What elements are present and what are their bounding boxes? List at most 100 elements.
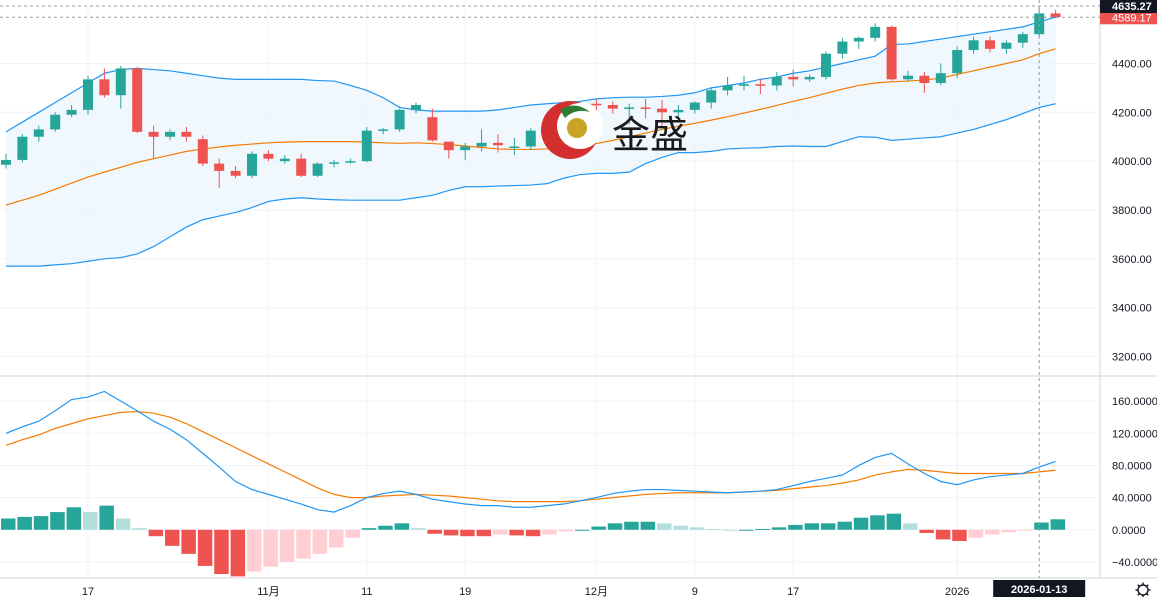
candle-body	[378, 129, 389, 131]
time-tick-label: 11	[361, 586, 372, 597]
time-tick-label: 2026	[945, 586, 969, 597]
candle-body	[919, 75, 930, 84]
macd-histogram-bar	[1, 518, 16, 530]
candle	[640, 98, 651, 119]
candle-body	[607, 104, 618, 109]
macd-histogram-bar	[575, 529, 590, 531]
price-tick-label: 4200.00	[1112, 107, 1152, 119]
candle-body	[640, 107, 651, 109]
candle	[771, 72, 782, 91]
candle	[17, 134, 28, 163]
candle	[509, 137, 520, 156]
candle	[230, 166, 241, 179]
candle	[739, 75, 749, 91]
macd-histogram-bar	[247, 529, 262, 572]
candle	[99, 68, 110, 98]
candle	[525, 128, 536, 151]
macd-histogram-bar	[903, 523, 918, 530]
candle-body	[296, 158, 307, 176]
macd-histogram-bar	[312, 529, 328, 554]
candle-body	[591, 103, 602, 106]
candle-body	[148, 131, 159, 137]
candle	[115, 65, 126, 109]
macd-histogram-bar	[132, 528, 147, 530]
candle-body	[952, 50, 963, 74]
logo-text: 金盛	[612, 113, 688, 157]
candle-body	[247, 153, 257, 176]
macd-histogram-bar	[345, 529, 360, 538]
macd-histogram-bar	[33, 516, 49, 530]
candle	[935, 63, 946, 86]
candle-body	[50, 114, 61, 130]
candle	[1, 153, 11, 169]
candle-body	[788, 76, 799, 80]
macd-histogram-bar	[427, 529, 442, 534]
candle	[329, 159, 339, 168]
time-tick-label: 11月	[257, 586, 279, 597]
macd-panel	[1, 390, 1066, 577]
macd-histogram-bar	[361, 528, 377, 530]
macd-histogram-bar	[394, 523, 410, 530]
macd-histogram-bar	[296, 529, 311, 559]
candle-body	[394, 109, 405, 130]
candle-body	[115, 68, 126, 96]
macd-dea-line	[5, 410, 1056, 503]
candle	[493, 134, 503, 153]
jinsheng-logo: 金盛	[541, 101, 688, 159]
macd-histogram-bar	[968, 529, 984, 538]
candle-body	[1050, 13, 1061, 18]
candle-body	[853, 37, 864, 42]
macd-histogram-bar	[525, 529, 541, 537]
macd-histogram-bar	[1034, 522, 1049, 530]
candle	[476, 129, 487, 152]
time-tick-label: 9	[692, 586, 698, 597]
candle-body	[66, 109, 77, 115]
macd-histogram-bar	[50, 512, 65, 530]
macd-histogram-bar	[460, 529, 475, 537]
candle-body	[279, 158, 290, 162]
candle	[83, 75, 93, 115]
macd-histogram-bar	[99, 505, 114, 530]
candle-body	[870, 26, 881, 38]
macd-tick-label: 160.0000	[1112, 396, 1157, 408]
candle	[755, 79, 766, 94]
macd-tick-label: −40.0000	[1112, 557, 1157, 569]
candle-body	[837, 41, 848, 54]
second-price-badge: 4589.17	[1100, 10, 1157, 25]
candle-body	[739, 84, 749, 86]
candle-body	[99, 79, 110, 96]
macd-histogram-bar	[1001, 529, 1016, 533]
candle	[853, 36, 864, 49]
price-tick-label: 4400.00	[1112, 58, 1152, 70]
candle-body	[968, 40, 979, 51]
candle-body	[722, 85, 733, 91]
settings-gear-icon[interactable]	[1135, 582, 1151, 597]
candle	[411, 102, 421, 114]
candle	[361, 126, 372, 163]
macd-histogram-bar	[771, 527, 787, 530]
candle-body	[673, 109, 684, 113]
candle	[985, 36, 995, 53]
macd-histogram-bar	[476, 529, 492, 537]
candle-body	[985, 40, 995, 49]
candle	[394, 108, 405, 132]
candle	[279, 155, 290, 164]
candle	[1001, 40, 1012, 54]
macd-histogram-bar	[886, 513, 902, 530]
macd-histogram-bar	[197, 529, 213, 566]
macd-histogram-bar	[411, 528, 426, 530]
candle	[821, 51, 831, 80]
candle-body	[1, 159, 11, 165]
macd-histogram-bar	[853, 517, 869, 530]
candle	[919, 72, 930, 93]
macd-histogram-bar	[607, 523, 623, 530]
bollinger-lower-line	[6, 103, 1056, 267]
candle-body	[886, 26, 897, 80]
macd-histogram-bar	[640, 521, 656, 530]
macd-histogram-bar	[329, 529, 344, 548]
candle	[132, 67, 143, 134]
macd-histogram-bar	[624, 521, 639, 530]
candle	[837, 37, 848, 59]
